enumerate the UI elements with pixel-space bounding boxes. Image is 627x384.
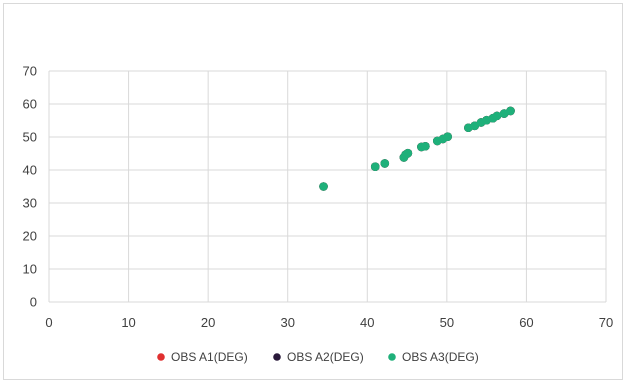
grid <box>48 70 607 303</box>
data-point <box>403 148 413 158</box>
y-axis-ticks: 0 10 20 30 40 50 60 70 <box>23 64 37 310</box>
y-tick-label: 50 <box>23 130 37 145</box>
legend-marker <box>273 353 281 361</box>
data-point <box>492 111 502 121</box>
y-tick-label: 60 <box>23 97 37 112</box>
x-tick-label: 70 <box>599 315 613 330</box>
y-tick-label: 20 <box>23 229 37 244</box>
data-points <box>319 106 515 191</box>
data-point <box>319 182 328 191</box>
x-tick-label: 50 <box>440 315 454 330</box>
x-tick-label: 10 <box>121 315 135 330</box>
y-tick-label: 40 <box>23 163 37 178</box>
x-tick-label: 0 <box>45 315 52 330</box>
legend: OBS A1(DEG) OBS A2(DEG) OBS A3(DEG) <box>157 350 479 364</box>
chart-frame <box>3 3 623 380</box>
x-tick-label: 40 <box>360 315 374 330</box>
x-tick-label: 60 <box>519 315 533 330</box>
series-3 <box>319 106 515 191</box>
legend-item: OBS A1(DEG) <box>157 350 248 364</box>
x-axis-ticks: 0 10 20 30 40 50 60 70 <box>45 315 613 330</box>
x-tick-label: 20 <box>201 315 215 330</box>
legend-marker <box>388 353 396 361</box>
x-tick-label: 30 <box>280 315 294 330</box>
legend-label: OBS A3(DEG) <box>402 350 479 364</box>
data-point <box>506 106 515 116</box>
y-tick-label: 0 <box>30 295 37 310</box>
data-point <box>470 121 480 131</box>
legend-label: OBS A1(DEG) <box>171 350 248 364</box>
y-tick-label: 30 <box>23 196 37 211</box>
data-point <box>380 159 390 168</box>
data-point <box>443 132 452 141</box>
legend-item: OBS A3(DEG) <box>388 350 479 364</box>
y-tick-label: 70 <box>23 64 37 79</box>
legend-item: OBS A2(DEG) <box>273 350 364 364</box>
data-point <box>421 141 430 151</box>
y-tick-label: 10 <box>23 262 37 277</box>
data-point <box>370 162 380 171</box>
legend-label: OBS A2(DEG) <box>287 350 364 364</box>
legend-marker <box>157 353 165 361</box>
